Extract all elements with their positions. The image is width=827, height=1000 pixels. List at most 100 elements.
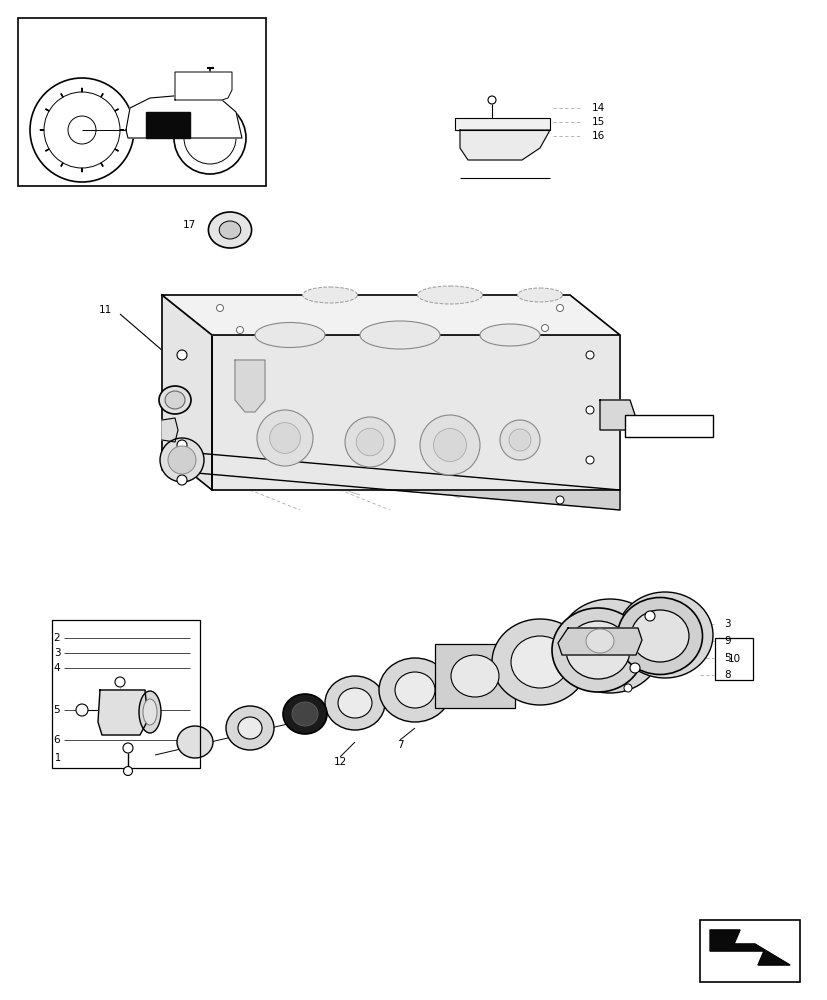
Text: 3: 3 bbox=[54, 648, 60, 658]
Polygon shape bbox=[162, 295, 619, 335]
Circle shape bbox=[216, 304, 223, 312]
FancyArrow shape bbox=[45, 109, 49, 111]
Circle shape bbox=[555, 496, 563, 504]
FancyArrow shape bbox=[45, 149, 49, 151]
Circle shape bbox=[177, 395, 187, 405]
Text: 11: 11 bbox=[98, 305, 112, 315]
Circle shape bbox=[433, 428, 466, 462]
Circle shape bbox=[541, 324, 547, 332]
Text: 4: 4 bbox=[54, 663, 60, 673]
Ellipse shape bbox=[577, 618, 641, 674]
FancyArrow shape bbox=[115, 149, 118, 151]
Text: 3: 3 bbox=[723, 619, 729, 629]
Circle shape bbox=[256, 410, 313, 466]
Ellipse shape bbox=[226, 706, 274, 750]
Bar bbox=[52, 620, 200, 768]
Circle shape bbox=[624, 684, 631, 692]
Ellipse shape bbox=[255, 322, 325, 348]
Circle shape bbox=[123, 766, 132, 775]
Bar bbox=[455, 118, 549, 130]
Text: 5: 5 bbox=[723, 653, 729, 663]
Ellipse shape bbox=[417, 286, 482, 304]
Ellipse shape bbox=[143, 699, 157, 725]
Polygon shape bbox=[460, 130, 549, 160]
Circle shape bbox=[419, 415, 480, 475]
FancyArrow shape bbox=[115, 109, 118, 111]
Ellipse shape bbox=[292, 702, 318, 726]
Polygon shape bbox=[174, 72, 232, 100]
Ellipse shape bbox=[379, 658, 451, 722]
Text: 9: 9 bbox=[723, 636, 729, 646]
Circle shape bbox=[629, 663, 639, 673]
Polygon shape bbox=[709, 930, 789, 965]
Polygon shape bbox=[600, 400, 634, 430]
Circle shape bbox=[644, 611, 654, 621]
Polygon shape bbox=[235, 360, 265, 412]
Polygon shape bbox=[146, 112, 189, 138]
Bar bbox=[699, 920, 799, 982]
Ellipse shape bbox=[394, 672, 434, 708]
Text: 7: 7 bbox=[396, 740, 403, 750]
Polygon shape bbox=[212, 335, 619, 490]
Ellipse shape bbox=[325, 676, 385, 730]
Ellipse shape bbox=[552, 608, 643, 692]
Ellipse shape bbox=[302, 287, 357, 303]
Circle shape bbox=[556, 304, 563, 312]
FancyArrow shape bbox=[61, 94, 63, 97]
Bar bbox=[434, 644, 514, 708]
FancyArrow shape bbox=[101, 163, 103, 166]
Ellipse shape bbox=[165, 391, 184, 409]
Text: 16: 16 bbox=[591, 131, 605, 141]
Ellipse shape bbox=[159, 386, 191, 414]
Circle shape bbox=[177, 440, 187, 450]
Text: 10: 10 bbox=[727, 654, 739, 664]
Ellipse shape bbox=[491, 619, 587, 705]
Circle shape bbox=[270, 423, 300, 453]
Ellipse shape bbox=[517, 288, 562, 302]
Circle shape bbox=[115, 677, 125, 687]
Bar bbox=[18, 18, 265, 186]
Circle shape bbox=[237, 326, 243, 334]
Text: 8: 8 bbox=[723, 670, 729, 680]
Ellipse shape bbox=[480, 324, 539, 346]
FancyArrow shape bbox=[61, 163, 63, 166]
Ellipse shape bbox=[630, 610, 688, 662]
Polygon shape bbox=[162, 450, 619, 510]
Text: 15: 15 bbox=[591, 117, 605, 127]
Circle shape bbox=[177, 475, 187, 485]
Circle shape bbox=[509, 429, 530, 451]
Ellipse shape bbox=[177, 726, 213, 758]
Polygon shape bbox=[162, 418, 178, 442]
Ellipse shape bbox=[586, 629, 614, 653]
Text: 5: 5 bbox=[54, 705, 60, 715]
Ellipse shape bbox=[337, 688, 371, 718]
Circle shape bbox=[76, 704, 88, 716]
Circle shape bbox=[500, 420, 539, 460]
Ellipse shape bbox=[283, 694, 327, 734]
Circle shape bbox=[356, 428, 383, 456]
Circle shape bbox=[586, 456, 593, 464]
Ellipse shape bbox=[617, 597, 701, 674]
FancyArrow shape bbox=[101, 94, 103, 97]
Ellipse shape bbox=[557, 599, 662, 693]
Text: 2: 2 bbox=[54, 633, 60, 643]
Ellipse shape bbox=[208, 212, 251, 248]
Polygon shape bbox=[126, 95, 241, 138]
Ellipse shape bbox=[451, 655, 499, 697]
Ellipse shape bbox=[237, 717, 261, 739]
Circle shape bbox=[168, 446, 196, 474]
Text: 13: 13 bbox=[351, 722, 364, 732]
Circle shape bbox=[586, 351, 593, 359]
Circle shape bbox=[586, 406, 593, 414]
Polygon shape bbox=[162, 295, 212, 490]
Text: 14: 14 bbox=[591, 103, 605, 113]
Ellipse shape bbox=[139, 691, 160, 733]
Bar bbox=[715, 638, 752, 680]
Ellipse shape bbox=[219, 221, 241, 239]
Ellipse shape bbox=[566, 621, 629, 679]
Ellipse shape bbox=[510, 636, 568, 688]
Circle shape bbox=[345, 417, 394, 467]
Text: 1.21.3/04: 1.21.3/04 bbox=[643, 421, 693, 431]
Bar bbox=[624, 415, 712, 437]
Polygon shape bbox=[98, 690, 148, 735]
